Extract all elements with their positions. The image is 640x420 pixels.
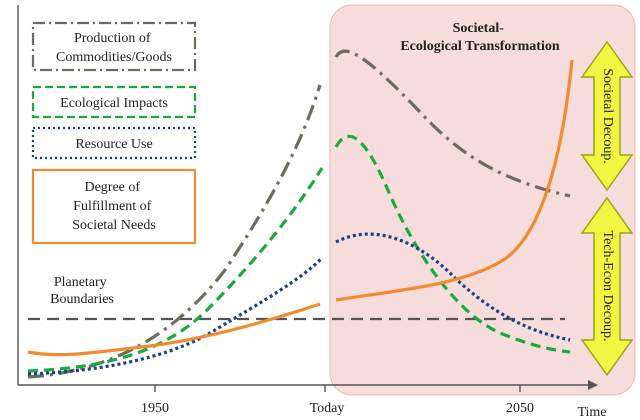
resource-curve-past	[27, 256, 324, 376]
tick-today: Today	[310, 401, 345, 416]
legend-box-production	[31, 21, 197, 72]
legend-label-production: Production of Commodities/Goods	[56, 31, 172, 65]
legend-label-ecological: Ecological Impacts	[60, 96, 168, 111]
tick-2050: 2050	[506, 401, 534, 416]
legend: Production of Commodities/Goods Ecologic…	[31, 21, 197, 245]
legend-label-resource: Resource Use	[75, 137, 152, 152]
societal-decoup-arrow	[580, 40, 634, 192]
curves	[27, 49, 574, 379]
legend-box-needs	[31, 168, 197, 245]
legend-box-resource	[31, 126, 197, 160]
transformation-region	[329, 4, 636, 396]
ecological-curve-past	[27, 167, 324, 373]
legend-box-ecological	[31, 85, 197, 119]
needs-curve-past	[27, 302, 321, 357]
ecological-curve-future	[334, 134, 571, 354]
tick-1950: 1950	[141, 401, 169, 416]
planetary-boundaries-label: Planetary Boundaries	[50, 275, 114, 307]
needs-curve-future	[335, 59, 574, 302]
tech-econ-decoup-label: Tech-Econ Decoup.	[600, 231, 615, 342]
tech-econ-decoup-arrow	[580, 196, 634, 377]
x-axis-arrowhead	[588, 380, 598, 390]
x-axis-label: Time	[577, 405, 606, 420]
legend-label-needs: Degree of Fulfillment of Societal Needs	[72, 180, 156, 233]
region-title: Societal- Ecological Transformation	[400, 21, 560, 54]
societal-decoup-label: Societal Decoup.	[600, 68, 615, 164]
production-curve-future	[334, 49, 571, 198]
